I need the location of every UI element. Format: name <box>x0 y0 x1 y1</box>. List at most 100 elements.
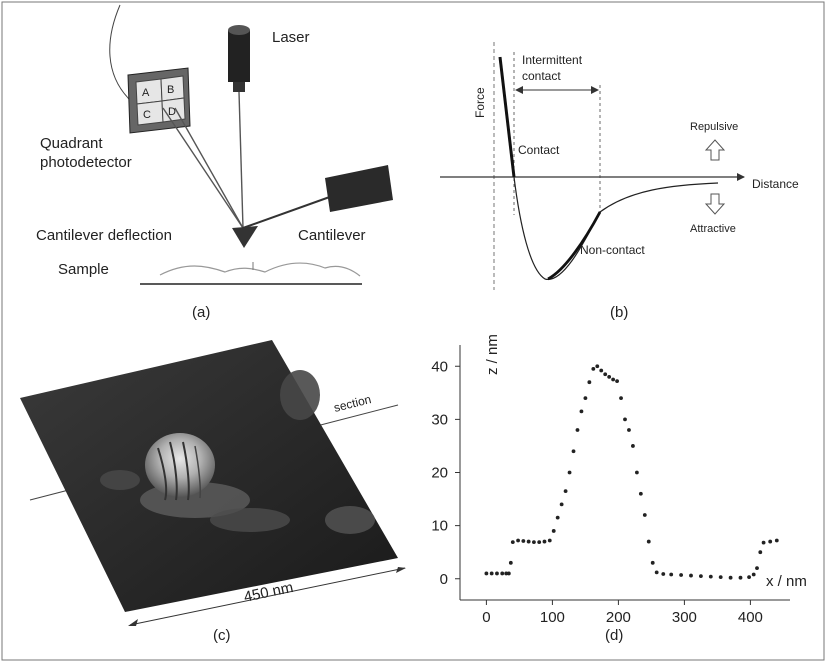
data-point <box>551 529 556 533</box>
cell-b-label: B <box>167 84 174 96</box>
data-point <box>555 515 560 520</box>
intermittent-label-1: Intermittent <box>522 53 583 67</box>
cantilever-beam <box>242 193 339 229</box>
scale-bar-left-cap <box>128 619 138 626</box>
force-curve-thin <box>513 176 719 280</box>
panel-d: 0 100 200 300 400 0 10 20 30 40 z / nm x / nm (d) <box>431 334 807 644</box>
panel-c: section 450 nm (c) <box>20 340 406 644</box>
data-point <box>575 428 580 432</box>
data-point <box>679 573 683 577</box>
distance-axis-label: Distance <box>752 177 799 191</box>
data-point <box>627 428 631 432</box>
data-point <box>689 573 693 578</box>
data-point <box>547 538 552 543</box>
x-tick-label: 0 <box>482 609 490 626</box>
data-point <box>583 396 588 401</box>
sample-label: Sample <box>58 261 109 278</box>
data-point <box>638 491 643 496</box>
x-tick-label: 400 <box>738 609 763 626</box>
panel-a-label: (a) <box>192 304 210 321</box>
non-contact-label: Non-contact <box>580 243 645 257</box>
x-tick-label: 300 <box>672 609 697 626</box>
data-point <box>537 540 542 544</box>
data-point <box>699 574 703 578</box>
intermittent-label-2: contact <box>522 69 561 83</box>
y-tick-label: 0 <box>440 571 448 588</box>
data-point <box>516 538 520 543</box>
x-tick-label: 200 <box>606 609 631 626</box>
y-tick-label: 30 <box>431 411 448 428</box>
attractive-arrow-icon <box>704 193 726 215</box>
sample-surface <box>159 262 361 277</box>
cantilever-label: Cantilever <box>298 227 366 244</box>
data-point <box>646 539 651 544</box>
data-point <box>758 550 763 555</box>
data-point <box>508 560 513 565</box>
quadrant-photodetector: A B C D <box>127 67 191 134</box>
data-point <box>559 502 564 507</box>
attractive-label: Attractive <box>690 223 736 235</box>
force-axis-label: Force <box>473 87 487 118</box>
data-point <box>751 572 756 577</box>
data-point <box>595 364 600 369</box>
panel-b-label: (b) <box>610 304 628 321</box>
data-point <box>631 444 635 448</box>
repulsive-label: Repulsive <box>690 121 738 133</box>
panel-a: A B C D Laser Quadrant photodetector Can… <box>36 4 393 321</box>
data-point <box>489 571 494 576</box>
data-point <box>495 571 499 576</box>
data-point <box>484 571 489 576</box>
data-point <box>579 409 584 414</box>
data-point <box>603 372 608 377</box>
data-point <box>510 540 515 544</box>
data-point <box>571 449 576 454</box>
data-point <box>542 539 547 544</box>
data-point <box>728 575 733 580</box>
panel-c-label: (c) <box>213 627 231 644</box>
y-axis-label: z / nm <box>484 334 501 375</box>
data-point <box>587 380 592 385</box>
data-point <box>774 538 779 543</box>
reflected-beam-2 <box>174 107 244 229</box>
data-point <box>591 367 596 371</box>
data-point <box>642 513 647 517</box>
height-profile-chart: 0 100 200 300 400 0 10 20 30 40 <box>431 345 790 626</box>
data-point <box>615 379 619 384</box>
data-point <box>567 470 572 475</box>
data-point <box>526 539 531 544</box>
data-point <box>607 374 612 379</box>
data-point <box>504 571 509 576</box>
detector-wire <box>109 4 131 101</box>
data-point <box>747 575 751 580</box>
laser-label: Laser <box>272 29 310 46</box>
data-point <box>506 571 511 576</box>
cell-a-label: A <box>142 87 150 99</box>
scale-bar-right-cap <box>396 567 406 573</box>
data-point <box>768 539 773 544</box>
data-point <box>661 572 666 576</box>
data-point <box>708 574 713 579</box>
cantilever-tip <box>232 226 258 248</box>
repulsive-arrow-icon <box>704 139 726 161</box>
panel-d-label: (d) <box>605 627 623 644</box>
data-point <box>718 575 723 580</box>
quadrant-label-2: photodetector <box>40 154 132 171</box>
data-point <box>738 575 743 580</box>
cell-d-label: D <box>168 106 176 118</box>
data-point <box>599 368 604 373</box>
cantilever-deflection-label: Cantilever deflection <box>36 227 172 244</box>
data-point <box>755 566 759 571</box>
cell-c-label: C <box>143 109 151 121</box>
y-tick-label: 20 <box>431 465 448 482</box>
x-tick-label: 100 <box>540 609 565 626</box>
y-tick-label: 10 <box>431 518 448 535</box>
data-point <box>634 470 639 475</box>
cantilever-chip <box>325 165 393 212</box>
data-point <box>619 396 623 401</box>
panel-b: Force Distance Intermittent contact Cont… <box>440 42 799 321</box>
data-point <box>500 571 505 576</box>
scale-bar <box>129 567 406 626</box>
surface-features <box>100 370 375 534</box>
x-axis-label: x / nm <box>766 573 807 590</box>
